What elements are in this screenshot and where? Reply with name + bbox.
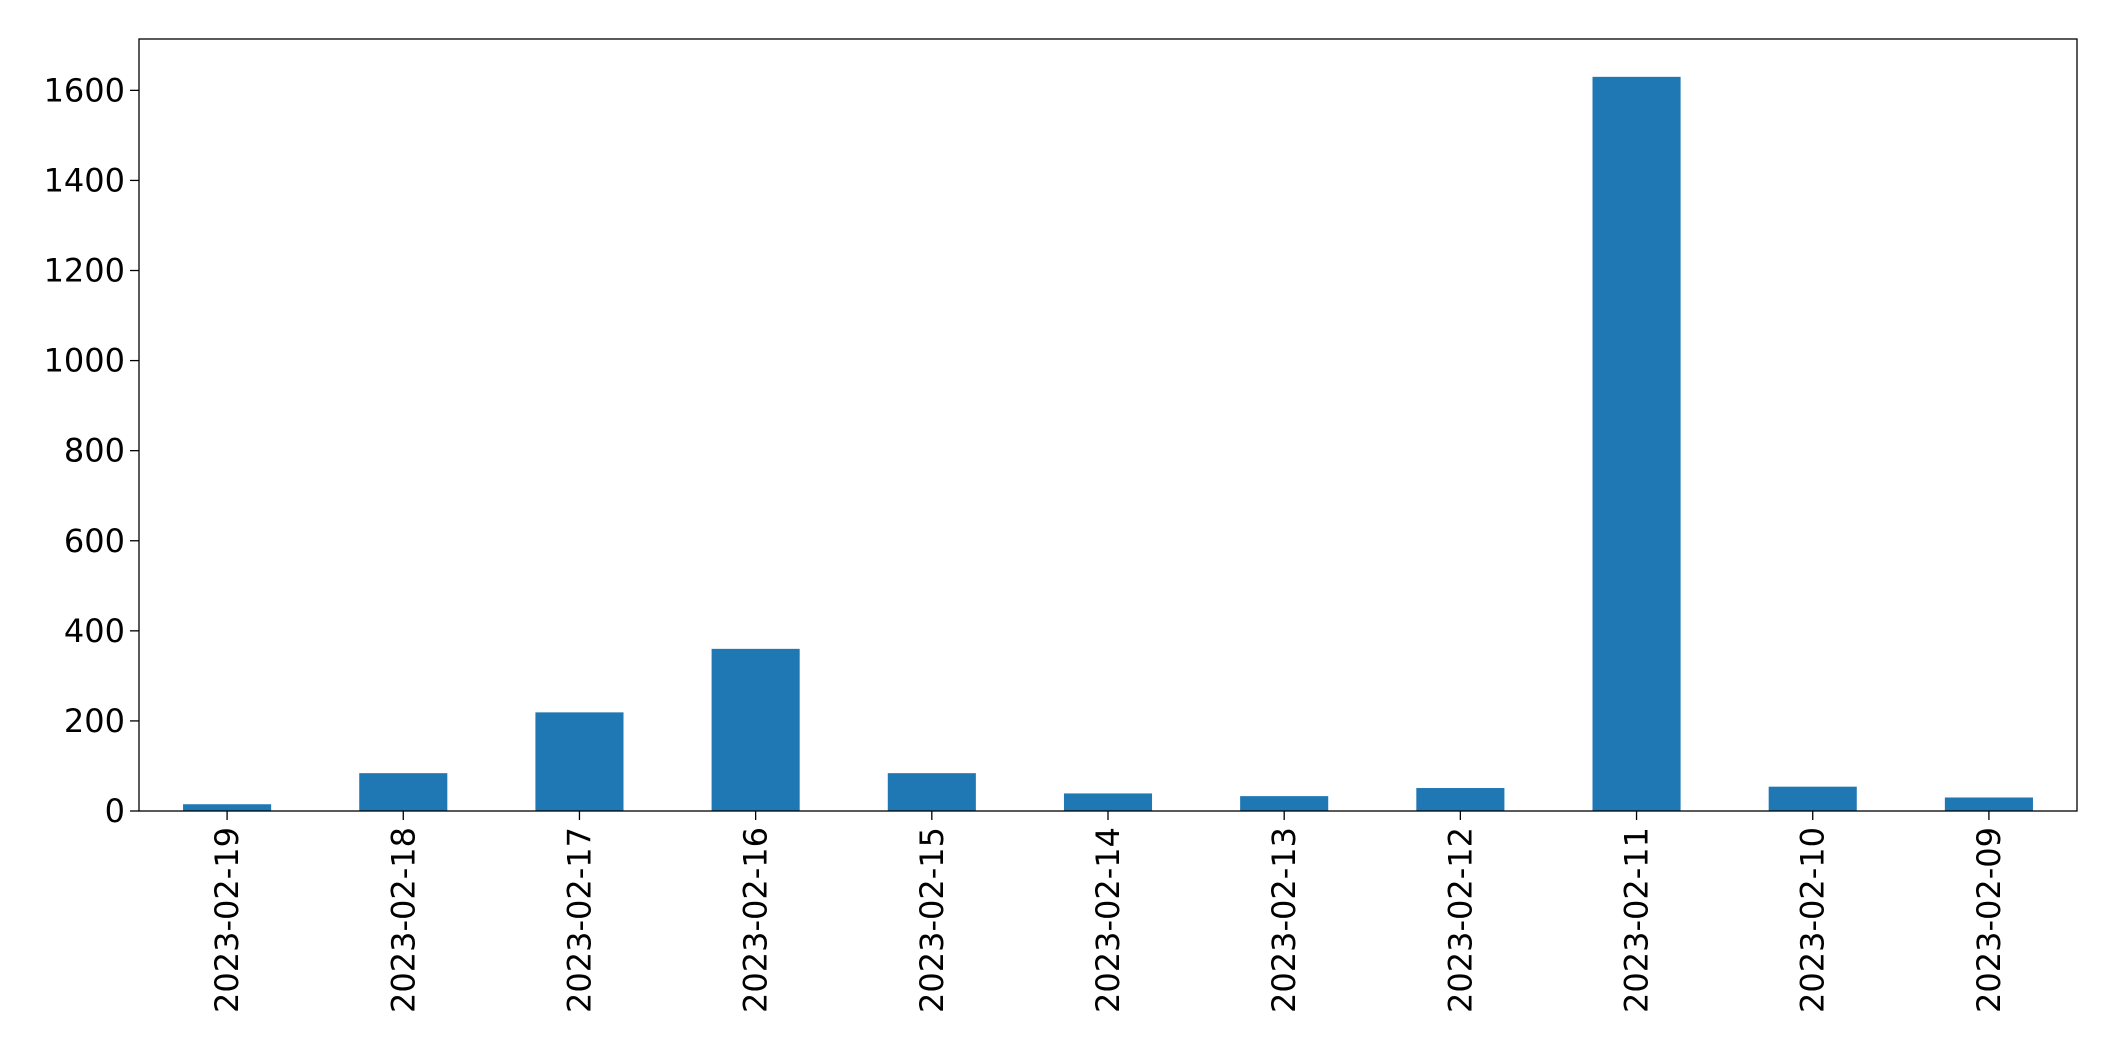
x-tick-label: 2023-02-15 (913, 827, 951, 1013)
y-tick-label: 0 (105, 792, 125, 830)
bar (183, 804, 272, 811)
x-tick-label: 2023-02-11 (1618, 827, 1656, 1013)
x-tick-label: 2023-02-12 (1441, 827, 1479, 1013)
y-tick-label: 1600 (44, 71, 125, 109)
bar (1944, 797, 2033, 811)
bar (1063, 793, 1153, 811)
bar (535, 712, 624, 811)
y-tick-label: 600 (64, 522, 125, 560)
x-tick-label: 2023-02-13 (1265, 827, 1303, 1013)
bar (1240, 796, 1329, 811)
bar (1592, 76, 1681, 812)
y-tick-label: 1400 (44, 161, 125, 199)
x-tick-label: 2023-02-16 (737, 827, 775, 1013)
bar (359, 773, 448, 811)
bar (1768, 786, 1857, 811)
y-tick-label: 1200 (44, 252, 125, 290)
y-tick-label: 200 (64, 702, 125, 740)
y-tick-label: 400 (64, 612, 125, 650)
x-tick-label: 2023-02-17 (560, 827, 598, 1013)
y-tick-label: 1000 (44, 342, 125, 380)
x-tick-label: 2023-02-19 (208, 827, 246, 1013)
plot-frame (138, 38, 2078, 812)
bar (1416, 788, 1505, 811)
bar (887, 773, 976, 811)
x-tick-label: 2023-02-09 (1970, 827, 2008, 1013)
bar (711, 648, 800, 811)
x-tick-label: 2023-02-14 (1089, 827, 1127, 1013)
x-tick-label: 2023-02-18 (384, 827, 422, 1013)
y-tick-label: 800 (64, 432, 125, 470)
x-tick-label: 2023-02-10 (1794, 827, 1832, 1013)
